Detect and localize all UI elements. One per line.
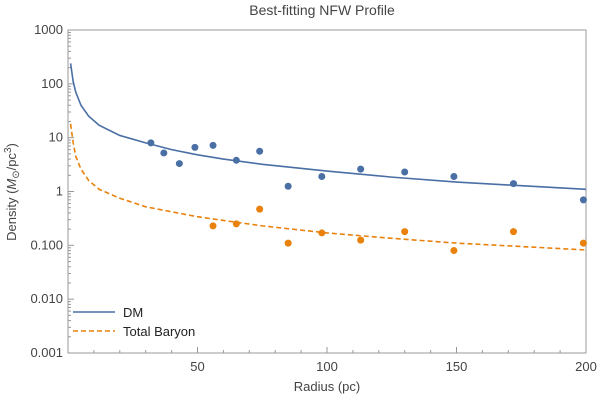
dm-data-point — [232, 156, 240, 164]
dm-data-point — [160, 149, 168, 157]
y-tick-label: 10 — [49, 130, 63, 145]
y-tick-label: 1 — [56, 184, 63, 199]
total-baryon-data-point — [318, 229, 326, 237]
y-tick-label: 0.100 — [30, 237, 63, 252]
x-tick-label: 200 — [575, 359, 597, 374]
x-axis-ticks: 50 100 150 200 — [93, 347, 597, 374]
dm-data-point — [401, 168, 409, 176]
total-baryon-data-point — [209, 222, 217, 230]
total-baryon-data-point — [509, 228, 517, 236]
dm-data-point — [579, 196, 587, 204]
dm-data-point — [318, 172, 326, 180]
legend-label-dm: DM — [123, 305, 143, 320]
dm-data-point — [357, 165, 365, 173]
dm-data-point — [256, 147, 264, 155]
y-axis-ticks: 0.001 0.010 0.100 1 10 100 1000 — [30, 22, 74, 360]
x-axis-label: Radius (pc) — [294, 379, 360, 394]
x-tick-label: 100 — [316, 359, 338, 374]
dm-data-point — [175, 160, 183, 168]
dm-data-point — [209, 141, 217, 149]
y-tick-label: 0.001 — [30, 345, 63, 360]
y-axis-label: Density (M⊙/pc3) — [3, 143, 22, 241]
total-baryon-data-point — [256, 205, 264, 213]
x-tick-label: 50 — [190, 359, 204, 374]
total-baryon-data-point — [357, 236, 365, 244]
total-baryon-data-point — [284, 239, 292, 247]
chart-title: Best-fitting NFW Profile — [249, 2, 395, 18]
y-tick-label: 100 — [41, 76, 63, 91]
legend-label-total-baryon: Total Baryon — [123, 324, 195, 339]
legend: DM Total Baryon — [73, 305, 195, 339]
total-baryon-data-point — [450, 247, 458, 255]
dm-fit-curve — [69, 63, 587, 191]
series-layer — [69, 63, 587, 255]
x-tick-label: 150 — [446, 359, 468, 374]
total-baryon-data-point — [401, 228, 409, 236]
total-baryon-fit-curve — [69, 123, 587, 251]
y-tick-label: 1000 — [34, 22, 63, 37]
total-baryon-data-point — [579, 239, 587, 247]
plot-frame — [67, 29, 587, 354]
dm-data-point — [191, 143, 199, 151]
dm-data-point — [509, 180, 517, 188]
dm-data-point — [147, 139, 155, 147]
y-tick-label: 0.010 — [30, 291, 63, 306]
total-baryon-data-point — [232, 220, 240, 228]
dm-data-point — [284, 182, 292, 190]
dm-data-point — [450, 172, 458, 180]
